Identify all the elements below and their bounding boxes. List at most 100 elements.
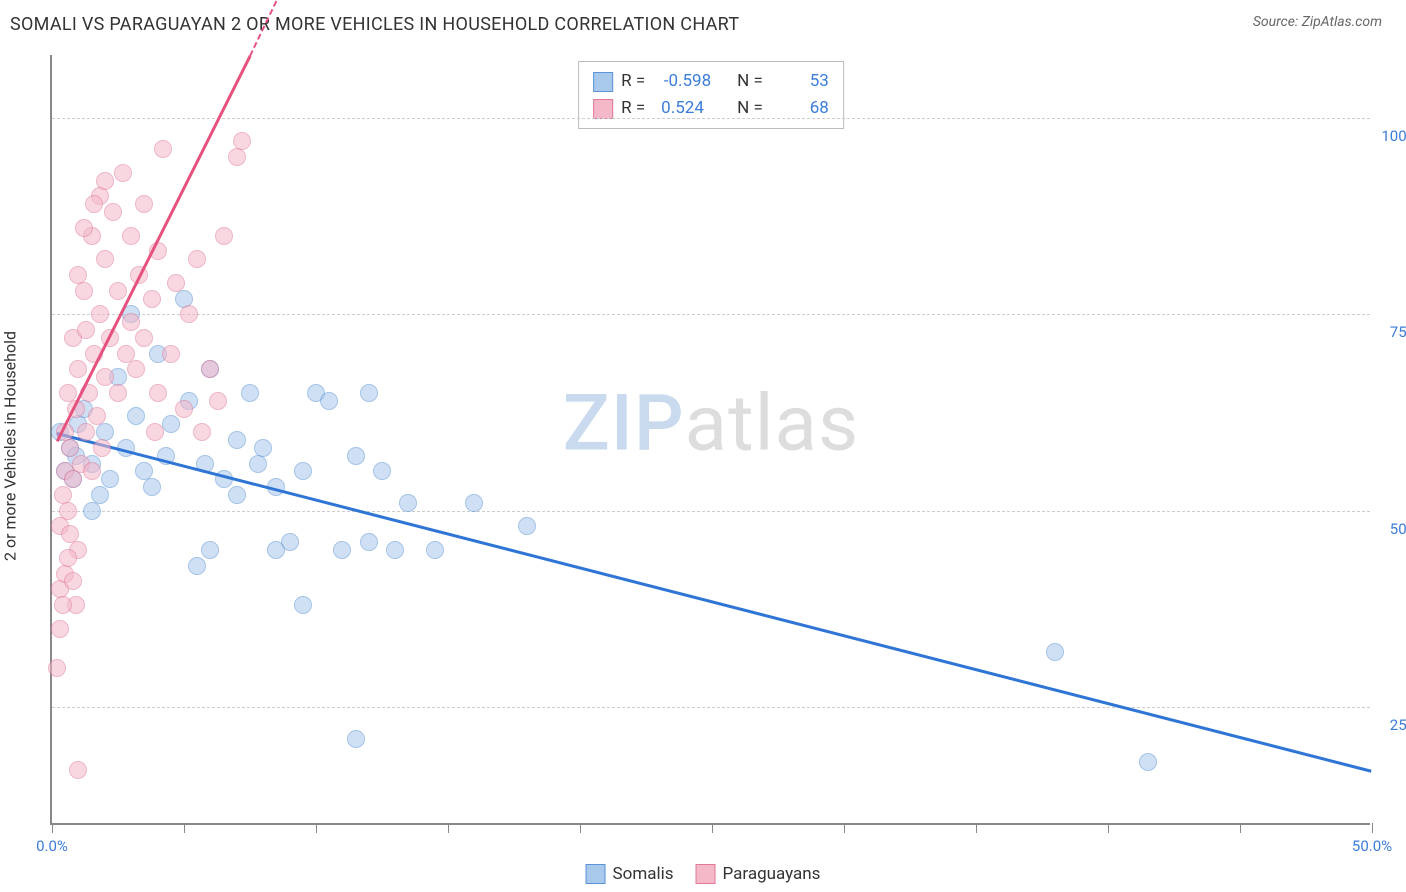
legend-swatch-2 xyxy=(696,864,716,884)
data-point xyxy=(143,478,161,496)
data-point xyxy=(83,502,101,520)
data-point xyxy=(69,761,87,779)
gridline xyxy=(52,707,1370,708)
data-point xyxy=(1046,643,1064,661)
data-point xyxy=(122,313,140,331)
swatch-series-2 xyxy=(593,99,613,119)
gridline xyxy=(52,314,1370,315)
data-point xyxy=(59,502,77,520)
y-tick-label: 75.0% xyxy=(1375,323,1406,341)
data-point xyxy=(320,392,338,410)
data-point xyxy=(347,730,365,748)
gridline xyxy=(52,511,1370,512)
stats-row-1: R = -0.598 N = 53 xyxy=(593,68,829,95)
data-point xyxy=(64,572,82,590)
x-tick xyxy=(1372,823,1373,833)
data-point xyxy=(465,494,483,512)
data-point xyxy=(518,517,536,535)
data-point xyxy=(1139,753,1157,771)
data-point xyxy=(249,455,267,473)
data-point xyxy=(426,541,444,559)
data-point xyxy=(399,494,417,512)
data-point xyxy=(188,250,206,268)
data-point xyxy=(75,219,93,237)
data-point xyxy=(117,345,135,363)
swatch-series-1 xyxy=(593,72,613,92)
y-tick-label: 100.0% xyxy=(1375,127,1406,145)
data-point xyxy=(201,541,219,559)
data-point xyxy=(162,345,180,363)
legend-item-1: Somalis xyxy=(586,864,674,884)
data-point xyxy=(180,305,198,323)
data-point xyxy=(75,282,93,300)
data-point xyxy=(51,620,69,638)
legend-item-2: Paraguayans xyxy=(696,864,821,884)
data-point xyxy=(69,360,87,378)
data-point xyxy=(93,439,111,457)
data-point xyxy=(91,305,109,323)
x-tick xyxy=(844,823,845,833)
gridline xyxy=(52,118,1370,119)
y-tick-label: 25.0% xyxy=(1375,716,1406,734)
data-point xyxy=(77,423,95,441)
data-point xyxy=(373,462,391,480)
data-point xyxy=(61,439,79,457)
x-tick xyxy=(184,823,185,833)
data-point xyxy=(154,140,172,158)
n-value-1: 53 xyxy=(771,68,829,95)
chart-title: SOMALI VS PARAGUAYAN 2 OR MORE VEHICLES … xyxy=(10,14,739,35)
trend-line xyxy=(57,432,1372,772)
data-point xyxy=(175,400,193,418)
data-point xyxy=(228,486,246,504)
data-point xyxy=(215,227,233,245)
data-point xyxy=(281,533,299,551)
data-point xyxy=(162,415,180,433)
x-tick xyxy=(448,823,449,833)
data-point xyxy=(233,132,251,150)
data-point xyxy=(333,541,351,559)
y-axis-label: 2 or more Vehicles in Household xyxy=(1,331,20,561)
data-point xyxy=(127,360,145,378)
data-point xyxy=(127,407,145,425)
x-tick-label: 0.0% xyxy=(36,837,68,855)
data-point xyxy=(294,462,312,480)
watermark: ZIPatlas xyxy=(563,378,860,469)
x-tick-label: 50.0% xyxy=(1352,837,1392,855)
data-point xyxy=(96,172,114,190)
x-tick xyxy=(712,823,713,833)
watermark-zip: ZIP xyxy=(563,378,685,469)
data-point xyxy=(143,290,161,308)
data-point xyxy=(209,392,227,410)
data-point xyxy=(294,596,312,614)
data-point xyxy=(48,659,66,677)
n-label: N = xyxy=(737,68,763,95)
r-label: R = xyxy=(621,68,645,95)
legend-label-1: Somalis xyxy=(613,864,674,884)
data-point xyxy=(109,384,127,402)
data-point xyxy=(85,195,103,213)
data-point xyxy=(254,439,272,457)
data-point xyxy=(149,384,167,402)
data-point xyxy=(54,596,72,614)
data-point xyxy=(386,541,404,559)
data-point xyxy=(228,431,246,449)
data-point xyxy=(104,203,122,221)
data-point xyxy=(135,195,153,213)
data-point xyxy=(109,282,127,300)
data-point xyxy=(64,470,82,488)
data-point xyxy=(188,557,206,575)
data-point xyxy=(101,470,119,488)
data-point xyxy=(201,360,219,378)
bottom-legend: Somalis Paraguayans xyxy=(586,864,821,884)
stats-legend-box: R = -0.598 N = 53 R = 0.524 N = 68 xyxy=(578,61,844,129)
data-point xyxy=(135,329,153,347)
x-tick xyxy=(1108,823,1109,833)
data-point xyxy=(167,274,185,292)
legend-swatch-1 xyxy=(586,864,606,884)
data-point xyxy=(122,227,140,245)
data-point xyxy=(228,148,246,166)
data-point xyxy=(83,462,101,480)
data-point xyxy=(96,250,114,268)
watermark-atlas: atlas xyxy=(685,378,860,469)
x-tick xyxy=(1240,823,1241,833)
